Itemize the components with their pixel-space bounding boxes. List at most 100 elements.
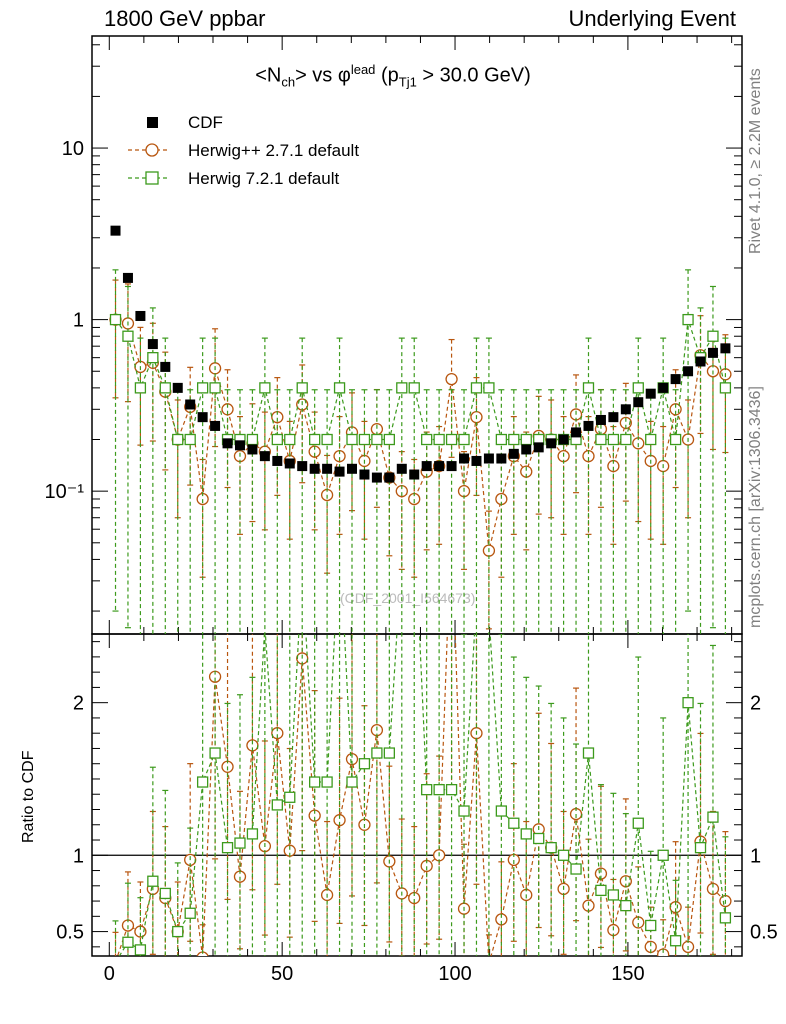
cdf-point: [546, 438, 557, 449]
title-nsub: ch: [281, 74, 296, 90]
cdf-point: [434, 461, 445, 472]
herwig7-point: [495, 433, 508, 446]
legend-marker-herwigpp: [145, 143, 159, 157]
herwig7-point: [321, 433, 333, 446]
herwig7-point: [296, 382, 308, 394]
herwig7-point: [719, 382, 732, 394]
cdf-point: [122, 272, 133, 283]
x-tick-label: 0: [104, 963, 115, 985]
herwig7-point: [284, 433, 296, 446]
ratio-plot-area: [112, 634, 732, 969]
cdf-point: [683, 366, 694, 377]
ratio-herwig7-point: [595, 884, 607, 897]
herwig7-point: [607, 433, 620, 446]
title-n: <N: [255, 64, 282, 87]
herwig7-point: [147, 352, 159, 364]
herwig7-point: [470, 382, 483, 394]
cdf-point: [147, 339, 158, 350]
cdf-point: [595, 414, 606, 425]
herwig7-point: [520, 433, 532, 446]
ratio-herwig7-point: [570, 863, 582, 875]
ratio-herwig7-point: [669, 935, 682, 947]
ratio-herwig7-point: [607, 889, 620, 901]
herwigpp-point: [445, 372, 458, 386]
cdf-point: [396, 463, 407, 474]
cdf-point: [259, 451, 270, 462]
herwig7-point: [309, 433, 321, 446]
herwig7-point: [383, 433, 395, 446]
ratio-herwig7-point: [545, 841, 557, 854]
cdf-point: [446, 461, 457, 472]
ratio-herwig7-point: [147, 875, 159, 887]
chart-title: <Nch> vs φlead (pTj1 > 30.0 GeV): [0, 62, 786, 90]
herwig7-point: [172, 433, 184, 446]
cdf-point: [633, 397, 644, 408]
ratio-herwig7-point: [533, 832, 545, 845]
ratio-herwigpp-point: [483, 958, 494, 969]
herwig7-point: [632, 382, 644, 394]
herwig7-point: [483, 382, 495, 394]
herwig7-point: [682, 313, 694, 326]
ratio-herwig7-point: [421, 784, 433, 796]
cdf-point: [608, 412, 619, 423]
ratio-tick-label-left: 1: [73, 845, 84, 867]
cdf-point: [334, 466, 345, 477]
cdf-point: [297, 461, 308, 472]
legend-marker-cdf: [147, 117, 158, 128]
ratio-herwig7-point: [383, 747, 395, 759]
ratio-herwig7-point: [445, 784, 458, 796]
cdf-point: [247, 444, 258, 455]
cdf-point: [185, 399, 196, 410]
herwig7-point: [196, 382, 209, 394]
herwigpp-line: [115, 319, 726, 551]
legend-label-herwig7: Herwig 7.2.1 default: [188, 169, 340, 188]
ratio-tick-label-right: 1: [750, 845, 761, 867]
cdf-point: [583, 420, 594, 431]
ratio-herwig7-point: [632, 817, 644, 829]
herwig7-point: [271, 433, 283, 446]
cdf-point: [359, 469, 370, 480]
title-sup: lead: [350, 62, 376, 77]
ratio-herwig7-point: [134, 944, 147, 956]
cdf-point: [459, 453, 470, 464]
ratio-herwig7-point: [620, 899, 632, 912]
ratio-herwig7-point: [172, 925, 184, 938]
herwig7-point: [358, 433, 371, 446]
y-tick-label: 10⁻¹: [45, 481, 85, 503]
cdf-point: [272, 455, 283, 466]
ratio-herwig7-point: [645, 919, 657, 932]
cdf-point: [135, 310, 146, 321]
herwig7-point: [109, 313, 122, 326]
cdf-point: [409, 469, 420, 480]
main-plot-area: [109, 225, 732, 634]
herwig7-point: [669, 433, 682, 446]
cdf-point: [347, 463, 357, 474]
y-tick-label: 1: [73, 310, 84, 332]
herwig7-point: [445, 433, 458, 446]
legend-marker-herwig7: [145, 171, 159, 185]
ratio-herwig7-point: [458, 805, 470, 817]
header-left-label: 1800 GeV ppbar: [104, 6, 266, 31]
title-rest: > 30.0 GeV): [416, 64, 531, 87]
herwig7-point: [458, 433, 470, 446]
ratio-herwig7-point: [209, 747, 221, 759]
ratio-herwig7-point: [707, 811, 719, 823]
ratio-herwig7-point: [284, 791, 296, 803]
cdf-point: [421, 461, 432, 472]
ratio-tick-label-right: 0.5: [750, 922, 778, 944]
cdf-point: [707, 347, 718, 358]
cdf-point: [309, 463, 320, 474]
cdf-point: [160, 361, 171, 372]
cdf-point: [508, 448, 519, 459]
herwig7-point: [595, 433, 607, 446]
ratio-herwigpp-line: [116, 634, 726, 956]
ratio-herwig7-point: [246, 828, 259, 840]
cdf-point: [658, 382, 669, 393]
herwig7-point: [209, 382, 221, 394]
ratio-herwig7-point: [582, 747, 595, 759]
cdf-point: [284, 458, 295, 469]
ratio-herwig7-point: [196, 776, 209, 788]
ratio-herwig7-point: [346, 776, 358, 788]
herwig7-point: [134, 382, 147, 394]
